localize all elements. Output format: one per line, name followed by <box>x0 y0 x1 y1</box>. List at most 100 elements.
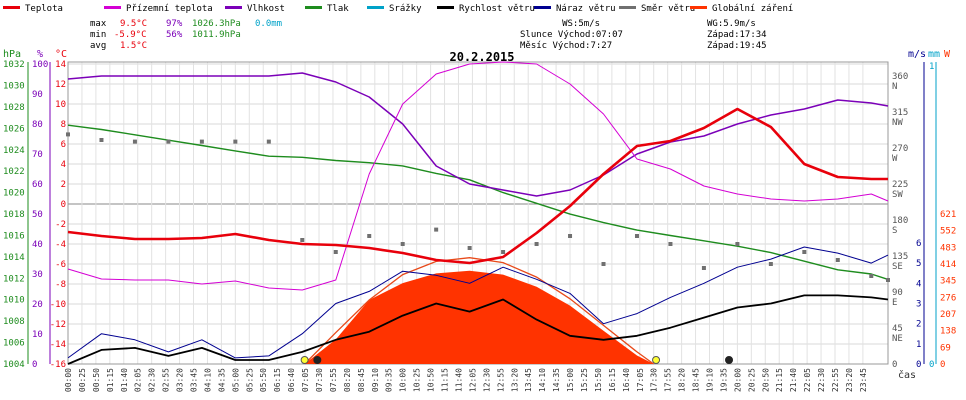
wind-dir-point <box>266 139 271 144</box>
legend-label: Směr větru <box>641 4 695 14</box>
info-sun-set: Západ:17:34 <box>707 30 767 40</box>
radiation-area <box>304 257 655 365</box>
temp-tick-label: -16 <box>50 360 66 370</box>
time-tick-label: 17:55 <box>664 368 673 392</box>
wind-dir-point <box>835 258 840 262</box>
stat-max-label: max <box>90 19 107 29</box>
header-info: max 9.5°C 97% 1026.3hPa 0.0mm min -5.9°C 56% 101… <box>90 19 767 64</box>
ground-temp-line <box>67 61 889 291</box>
chart-title: 20.2.2015 <box>449 50 514 64</box>
unit-hpa: hPa <box>3 49 21 60</box>
legend-label: Globální záření <box>712 4 793 14</box>
wind-dir-point <box>132 139 137 144</box>
pressure-tick-label: 1030 <box>3 82 25 92</box>
time-tick-label: 13:20 <box>510 368 519 392</box>
stat-min-temp: -5.9°C <box>114 30 147 40</box>
humidity-tick-label: 90 <box>32 90 43 100</box>
dir-tick-label: N <box>892 82 897 92</box>
rad-tick-label: 621 <box>940 210 956 220</box>
time-tick-label: 10:50 <box>427 368 436 392</box>
time-tick-label: 00:25 <box>78 368 87 392</box>
wind-tick-label: 6 <box>916 239 921 249</box>
temp-tick-label: 10 <box>55 100 66 110</box>
info-moon: Měsíc Východ:7:27 <box>520 41 612 51</box>
pressure-tick-label: 1026 <box>3 124 25 134</box>
wind-dir-point <box>634 234 639 238</box>
wind-dir-point <box>400 242 405 246</box>
stat-avg-label: avg <box>90 41 106 51</box>
pressure-tick-label: 1016 <box>3 231 25 241</box>
time-tick-label: 02:05 <box>134 368 143 392</box>
pressure-tick-label: 1022 <box>3 167 25 177</box>
wind-dir-point <box>367 234 372 238</box>
rad-tick-label: 414 <box>940 260 956 270</box>
time-tick-label: 20:00 <box>733 368 742 392</box>
rad-tick-label: 552 <box>940 227 956 237</box>
time-tick-label: 07:30 <box>315 368 324 392</box>
time-tick-label: 21:15 <box>775 368 784 392</box>
stat-avg-temp: 1.5°C <box>120 41 147 51</box>
time-tick-label: 10:25 <box>413 368 422 392</box>
time-tick-label: 15:00 <box>566 368 575 392</box>
legend-label: Srážky <box>389 4 422 14</box>
temp-tick-label: 12 <box>55 80 66 90</box>
info-ws: WS:5m/s <box>562 19 600 29</box>
time-tick-label: 15:50 <box>594 368 603 392</box>
humidity-tick-label: 0 <box>32 360 37 370</box>
time-tick-label: 23:45 <box>859 368 868 392</box>
legend-label: Náraz větru <box>556 4 616 14</box>
time-tick-label: 00:00 <box>64 368 73 392</box>
unit-c: °C <box>55 49 67 60</box>
wind-dir-point <box>886 278 890 282</box>
stat-max-hum: 97% <box>166 19 183 29</box>
wind-dir-point <box>568 234 573 238</box>
time-tick-label: 17:30 <box>650 368 659 392</box>
humidity-line <box>67 72 889 197</box>
temperature-line <box>67 107 888 265</box>
dir-tick-value: 135 <box>892 252 908 262</box>
time-tick-label: 13:45 <box>524 368 533 392</box>
temp-tick-label: 14 <box>55 60 66 70</box>
temp-tick-label: -12 <box>50 320 66 330</box>
wind-dir-point <box>768 262 773 266</box>
wind-tick-label: 5 <box>916 259 921 269</box>
axes: 1032103010281026102410221020101810161014… <box>3 49 956 392</box>
time-tick-label: 14:35 <box>552 368 561 392</box>
time-tick-label: 11:15 <box>441 368 450 392</box>
stat-max-press: 1026.3hPa <box>192 19 241 29</box>
rain-tick-label: 1 <box>929 62 934 72</box>
dir-tick-value: 45 <box>892 324 903 334</box>
legend: Teplota Přízemní teplota Vlhkost Tlak Srážky… <box>3 4 793 14</box>
wind-dir-point <box>501 250 506 254</box>
humidity-tick-label: 40 <box>32 240 43 250</box>
dir-tick-label: S <box>892 226 897 236</box>
time-tick-label: 19:35 <box>719 368 728 392</box>
legend-label: Rychlost větru <box>459 4 535 14</box>
pressure-tick-label: 1006 <box>3 339 25 349</box>
time-tick-label: 22:55 <box>831 368 840 392</box>
wind-dir-point <box>434 227 439 232</box>
time-tick-label: 19:10 <box>706 368 715 392</box>
wind-dir-point <box>99 138 104 142</box>
time-tick-label: 22:05 <box>803 368 812 392</box>
moonset-marker <box>725 356 734 364</box>
temp-tick-label: -2 <box>55 220 66 230</box>
pressure-tick-label: 1004 <box>3 360 25 370</box>
wind-tick-label: 3 <box>916 299 921 309</box>
legend-swatch <box>104 6 121 9</box>
legend-swatch <box>3 6 20 9</box>
unit-cas: čas <box>898 369 916 381</box>
dir-tick-label: SE <box>892 262 903 272</box>
time-tick-label: 11:40 <box>455 368 464 392</box>
radiation-fill <box>304 270 654 364</box>
time-tick-label: 16:15 <box>608 368 617 392</box>
time-tick-label: 08:20 <box>343 368 352 392</box>
time-tick-label: 18:45 <box>692 368 701 392</box>
time-tick-label: 14:10 <box>538 368 547 392</box>
wind-dir-point <box>802 250 807 254</box>
pressure-tick-label: 1024 <box>3 146 25 156</box>
temp-tick-label: -4 <box>55 240 66 250</box>
pressure-tick-label: 1012 <box>3 274 25 284</box>
wind-dir-point <box>668 242 673 246</box>
wind-dir-point <box>166 139 171 144</box>
